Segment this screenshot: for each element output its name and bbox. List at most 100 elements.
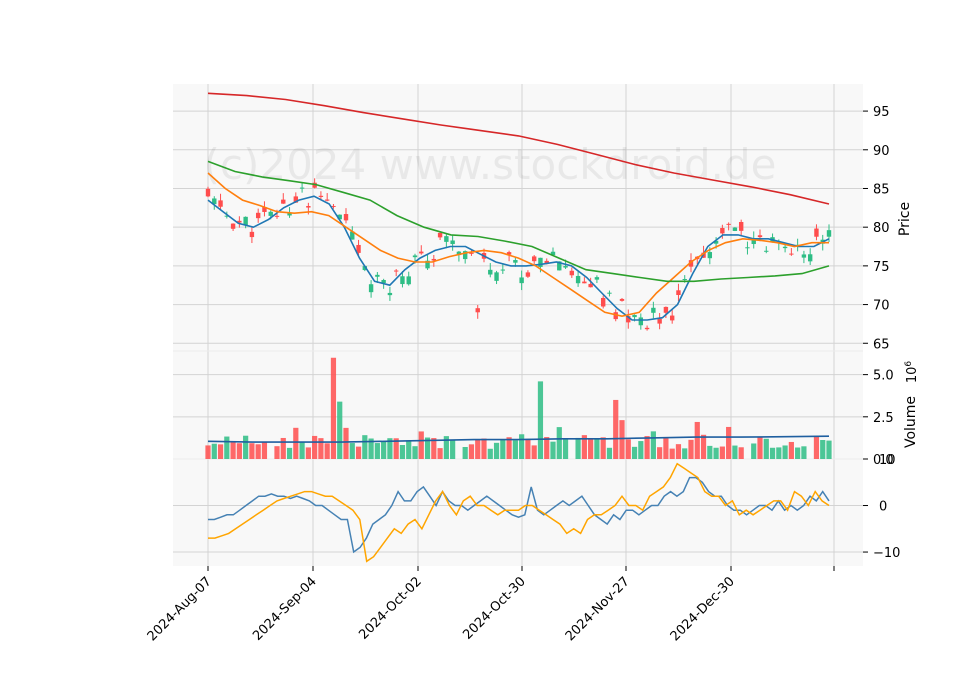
candle-body	[688, 260, 694, 267]
candle-body	[362, 266, 368, 271]
volume-bar	[443, 436, 449, 459]
volume-bar	[788, 441, 794, 459]
volume-bar	[512, 440, 518, 459]
volume-bar	[732, 445, 738, 459]
volume-bar	[330, 357, 337, 459]
candle-body	[789, 253, 794, 255]
candle-body	[230, 223, 236, 229]
volume-bar	[355, 446, 362, 459]
candle-body	[237, 220, 242, 223]
watermark: (c)2024 www.stockdroid.de	[204, 140, 777, 189]
volume-bar	[795, 447, 801, 459]
candle-body	[444, 236, 449, 242]
volume-bar	[481, 438, 487, 459]
candle-body	[224, 215, 230, 217]
candle-body	[538, 257, 543, 267]
candle-body	[651, 307, 656, 313]
candle-body	[582, 281, 587, 284]
volume-bar	[236, 443, 242, 459]
volume-bar	[562, 438, 569, 459]
candle-body	[494, 272, 499, 281]
candle-body	[293, 196, 299, 203]
candle-body	[437, 232, 443, 238]
volume-bar	[293, 427, 299, 459]
volume-bar	[274, 446, 280, 459]
volume-bar	[500, 439, 506, 459]
candle-body	[375, 274, 380, 277]
candle-body	[807, 254, 813, 262]
candle-body	[663, 306, 669, 313]
volume-bar	[769, 447, 776, 459]
candle-body	[782, 246, 788, 249]
volume-bar	[450, 440, 456, 459]
volume-bar	[544, 437, 550, 459]
candle-body	[513, 260, 518, 263]
volume-bar	[606, 447, 613, 459]
candle-body	[519, 277, 524, 284]
volume-bar	[412, 446, 418, 459]
volume-bar	[362, 435, 368, 459]
volume-bar	[619, 420, 625, 459]
volume-axis-label: Volume	[903, 396, 919, 448]
candle-body	[425, 260, 430, 269]
candle-body	[243, 216, 248, 226]
candle-body	[299, 187, 305, 189]
volume-axis: 0.0 2.5 5.0	[863, 369, 894, 468]
candle-body	[356, 244, 361, 253]
candle-body	[412, 255, 418, 258]
candle-body	[381, 280, 386, 284]
candle-body	[669, 315, 675, 321]
x-axis: 2024-Aug-07 2024-Sep-04 2024-Oct-02 2024-Oc…	[145, 566, 835, 644]
candle-body	[732, 227, 738, 231]
volume-bar	[286, 447, 293, 459]
volume-bar	[625, 439, 631, 459]
candle-body	[814, 228, 819, 237]
volume-bar	[381, 440, 387, 459]
volume-tick-label: 2.5	[873, 411, 894, 426]
volume-bar	[657, 447, 663, 459]
candle-body	[337, 214, 342, 220]
volume-tick-label: 0.0	[873, 453, 894, 468]
volume-bar	[387, 438, 393, 459]
candle-body	[387, 292, 393, 296]
volume-bar	[318, 438, 324, 459]
volume-bar	[631, 446, 638, 459]
x-tick-label: 2024-Dec-30	[668, 574, 738, 644]
volume-bar	[217, 444, 224, 459]
volume-bar	[644, 436, 650, 459]
volume-average-line	[207, 435, 830, 443]
price-tick-label: 70	[873, 299, 890, 314]
volume-bar	[324, 443, 330, 459]
volume-bar	[751, 443, 757, 459]
candle-body	[632, 314, 637, 318]
candle-body	[205, 188, 211, 197]
candle-body	[544, 260, 549, 264]
price-tick-label: 75	[873, 260, 890, 275]
volume-bar	[663, 438, 669, 459]
candle-body	[249, 231, 255, 238]
ma-line-ma-short	[207, 195, 830, 321]
volume-bar	[556, 427, 562, 459]
volume-bar	[230, 442, 236, 459]
candle-body	[757, 235, 763, 238]
candle-body	[745, 247, 750, 249]
volume-average-line	[207, 435, 830, 443]
macd-tick-label: 0	[879, 500, 887, 515]
x-tick-label: 2024-Nov-27	[563, 574, 633, 644]
volume-bar	[406, 440, 412, 459]
candle-body	[400, 276, 405, 285]
volume-bar	[638, 441, 644, 459]
volume-bar	[424, 437, 431, 459]
volume-bar	[531, 445, 537, 459]
price-panel-bg	[173, 84, 863, 351]
volume-bar	[688, 439, 694, 459]
volume-bar	[738, 447, 744, 459]
candle-body	[525, 272, 531, 277]
candle-body	[726, 223, 731, 225]
candle-body	[469, 252, 474, 254]
volume-bar	[594, 438, 600, 459]
candle-body	[676, 290, 681, 296]
candle-body	[475, 308, 480, 313]
volume-bar	[776, 447, 782, 459]
